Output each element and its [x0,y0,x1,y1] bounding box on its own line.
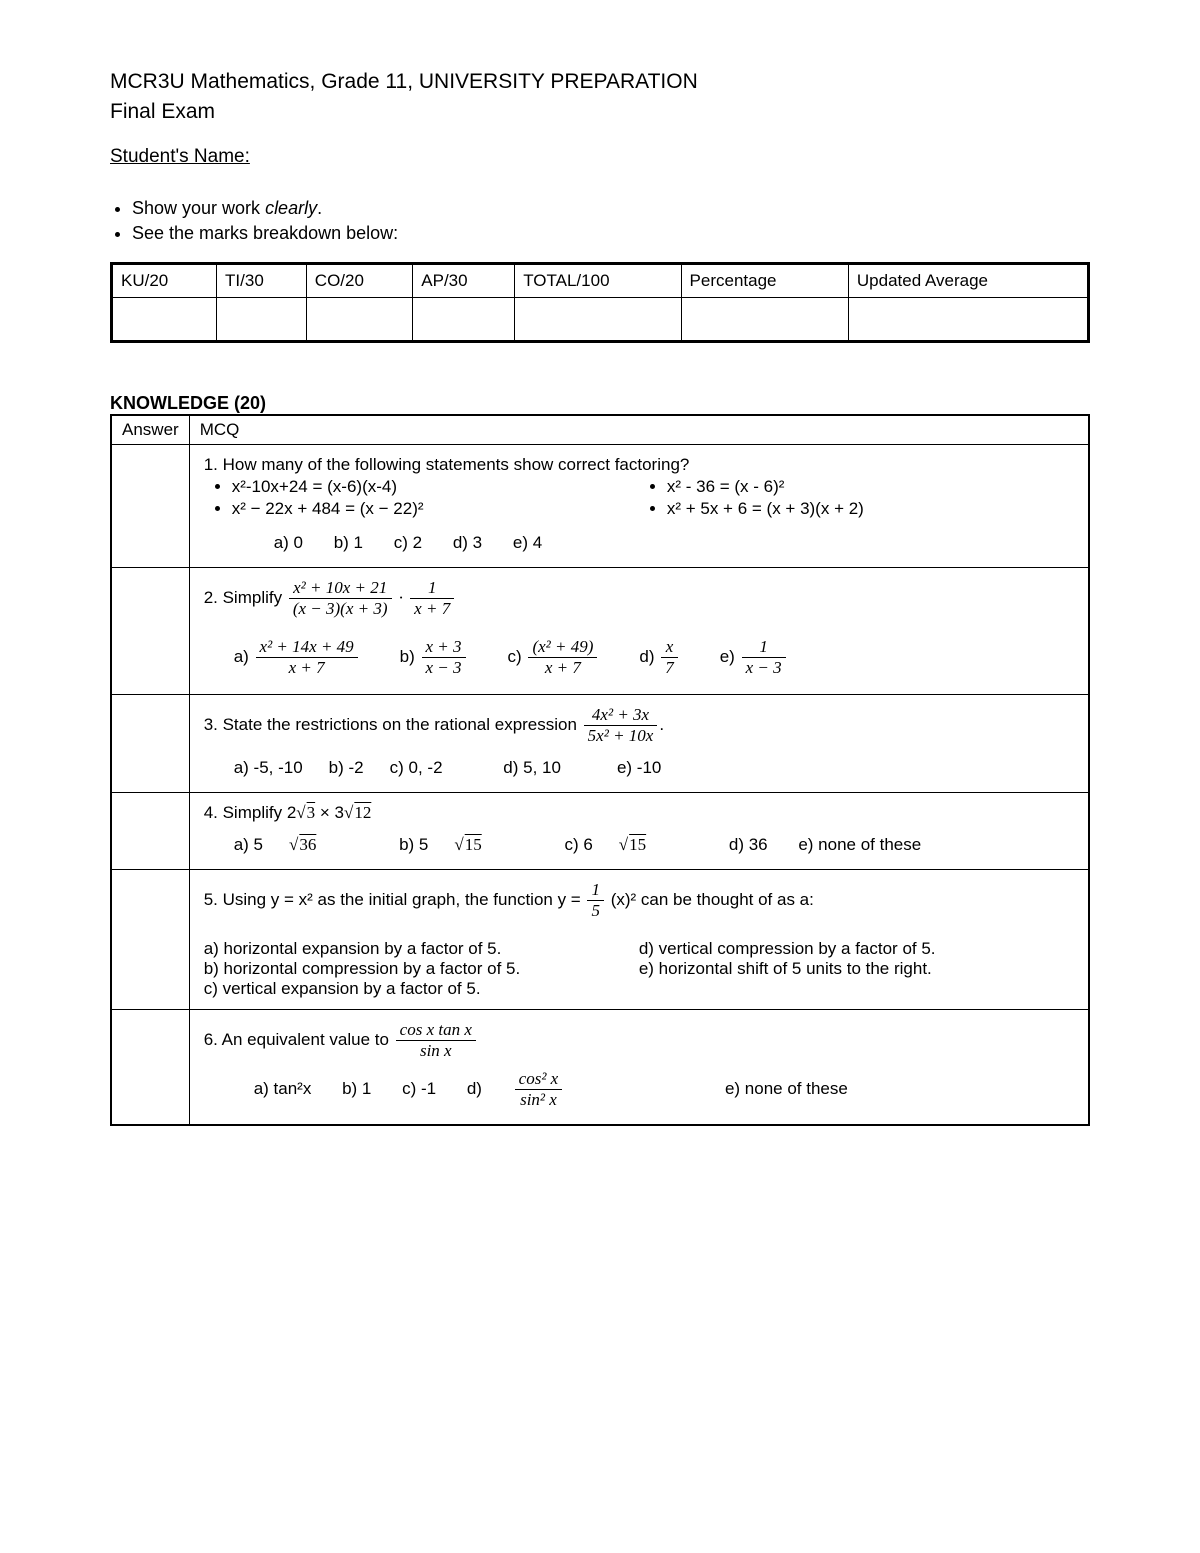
marks-header: CO/20 [306,264,412,298]
name-label: Student's Name: [110,146,250,167]
marks-header: AP/30 [413,264,515,298]
marks-cell [217,298,307,342]
marks-cell [515,298,681,342]
instruction-2: See the marks breakdown below: [132,223,1090,244]
marks-header: KU/20 [112,264,217,298]
course-title: MCR3U Mathematics, Grade 11, UNIVERSITY … [110,70,1090,94]
student-name-line: Student's Name: [110,146,1090,168]
marks-cell [112,298,217,342]
question-1: 1. How many of the following statements … [189,445,1089,568]
marks-header: Updated Average [848,264,1088,298]
answer-cell[interactable] [111,870,189,1010]
marks-header: Percentage [681,264,848,298]
answer-cell[interactable] [111,568,189,695]
answer-cell[interactable] [111,1010,189,1126]
answer-cell[interactable] [111,445,189,568]
instructions-list: Show your work clearly. See the marks br… [110,198,1090,244]
question-2: 2. Simplify x² + 10x + 21(x − 3)(x + 3) … [189,568,1089,695]
marks-cell [306,298,412,342]
question-4: 4. Simplify 2√3 × 3√12 a) 5√36 b) 5√15 c… [189,793,1089,870]
exam-title: Final Exam [110,100,1090,124]
col-mcq: MCQ [189,415,1089,445]
section-knowledge: KNOWLEDGE (20) [110,393,1090,414]
answer-cell[interactable] [111,793,189,870]
mcq-table: Answer MCQ 1. How many of the following … [110,414,1090,1126]
question-3: 3. State the restrictions on the rationa… [189,695,1089,793]
marks-cell [848,298,1088,342]
marks-header: TI/30 [217,264,307,298]
col-answer: Answer [111,415,189,445]
marks-table: KU/20 TI/30 CO/20 AP/30 TOTAL/100 Percen… [110,262,1090,343]
marks-header: TOTAL/100 [515,264,681,298]
answer-cell[interactable] [111,695,189,793]
question-5: 5. Using y = x² as the initial graph, th… [189,870,1089,1010]
instruction-1: Show your work clearly. [132,198,1090,219]
marks-cell [681,298,848,342]
question-6: 6. An equivalent value to cos x tan xsin… [189,1010,1089,1126]
marks-cell [413,298,515,342]
